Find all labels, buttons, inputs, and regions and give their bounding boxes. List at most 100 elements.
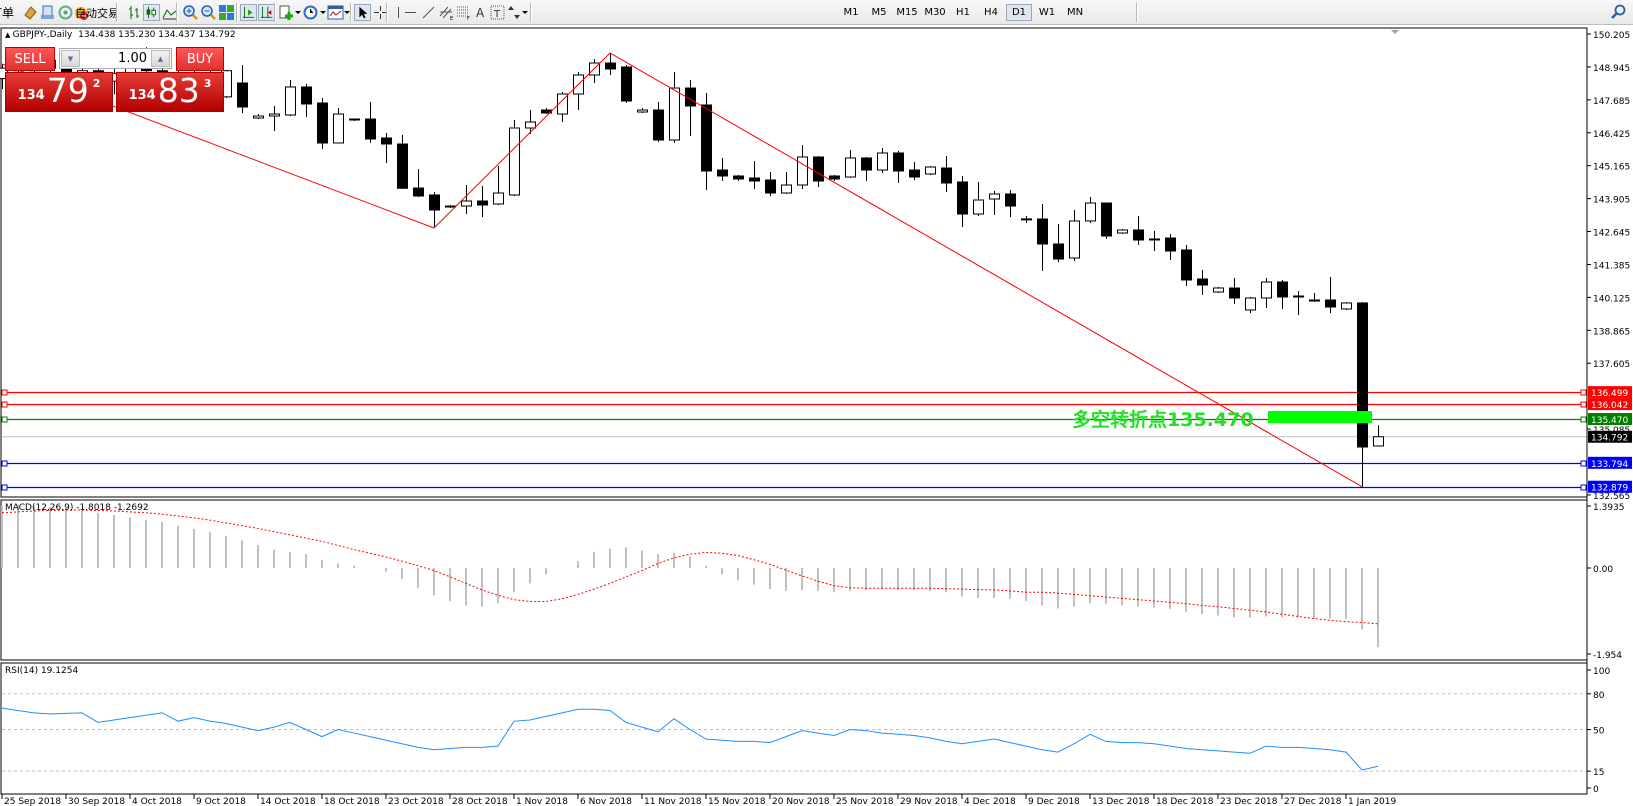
candle bbox=[1245, 296, 1256, 313]
cursor-icon[interactable] bbox=[354, 4, 371, 21]
timeframe-h1[interactable]: H1 bbox=[956, 7, 970, 18]
price-axis-label: 143.905 bbox=[1593, 196, 1630, 206]
chart-shift-marker-icon[interactable] bbox=[1391, 30, 1399, 34]
bear-candle-body bbox=[765, 179, 776, 194]
timeframe-mn[interactable]: MN bbox=[1066, 7, 1084, 18]
price-axis-label: 132.565 bbox=[1593, 492, 1630, 502]
price-axis-label: 147.685 bbox=[1593, 97, 1630, 107]
crosshair-icon[interactable] bbox=[372, 4, 389, 21]
bear-candle-body bbox=[1005, 193, 1016, 207]
candle bbox=[1213, 286, 1224, 294]
autotrade-button[interactable]: 自动交易 bbox=[75, 6, 119, 20]
vertical-line-icon[interactable] bbox=[390, 4, 407, 21]
buy-button[interactable]: BUY bbox=[176, 47, 224, 71]
candle bbox=[1149, 230, 1160, 252]
data-window-icon[interactable] bbox=[39, 4, 56, 21]
bull-candle-body bbox=[1373, 436, 1384, 447]
timeframe-m5[interactable]: M5 bbox=[871, 7, 887, 18]
collapse-arrow-icon[interactable]: ▲ bbox=[5, 31, 13, 39]
level-handle-right bbox=[1580, 460, 1587, 467]
bar-chart-icon[interactable] bbox=[126, 4, 143, 21]
indicators-icon[interactable] bbox=[278, 4, 295, 21]
bull-candle-body bbox=[1117, 229, 1128, 234]
candle bbox=[733, 174, 744, 182]
timeframe-h4[interactable]: H4 bbox=[984, 7, 998, 18]
bull-candle-body bbox=[493, 192, 504, 205]
rsi-axis-label: 15 bbox=[1593, 768, 1604, 778]
date-axis-label: 30 Sep 2018 bbox=[68, 797, 125, 806]
candle bbox=[781, 171, 792, 194]
sell-price-button[interactable]: 134 79 2 bbox=[5, 72, 113, 112]
candle bbox=[1277, 279, 1288, 309]
pivot-annotation: 多空转折点135.470 bbox=[1072, 409, 1254, 431]
candle bbox=[333, 108, 344, 144]
templates-dropdown-icon[interactable] bbox=[344, 11, 350, 14]
timeframe-w1[interactable]: W1 bbox=[1038, 7, 1056, 18]
order-button[interactable]: 订单 bbox=[0, 6, 14, 20]
sell-button[interactable]: SELL bbox=[5, 47, 55, 71]
candle bbox=[1005, 189, 1016, 217]
tile-windows-icon[interactable] bbox=[218, 4, 235, 21]
signals-icon[interactable] bbox=[57, 4, 74, 21]
arrows-dropdown-icon[interactable] bbox=[522, 11, 528, 14]
horizontal-line-icon[interactable] bbox=[402, 4, 419, 21]
candle bbox=[941, 156, 952, 193]
lot-increase-button[interactable]: ▲ bbox=[151, 50, 170, 67]
profiles-icon[interactable] bbox=[22, 4, 39, 21]
text-icon[interactable]: A bbox=[472, 4, 489, 21]
timeframe-m1[interactable]: M1 bbox=[843, 7, 859, 18]
macd-title: MACD(12,26,9) -1.8018 -1.2692 bbox=[5, 503, 149, 513]
autotrade-icon[interactable] bbox=[73, 4, 90, 21]
bear-candle-body bbox=[1357, 302, 1368, 448]
bull-candle-body bbox=[461, 200, 472, 207]
bid-price-label: 134.792 bbox=[1591, 434, 1628, 444]
date-axis-label: 9 Oct 2018 bbox=[196, 797, 246, 806]
candle bbox=[925, 166, 936, 175]
zoom-in-icon[interactable] bbox=[182, 4, 199, 21]
line-chart-icon[interactable] bbox=[161, 4, 178, 21]
timeframe-m30[interactable]: M30 bbox=[924, 7, 946, 18]
level-handle-left bbox=[1, 484, 8, 491]
fibonacci-icon[interactable]: F bbox=[455, 4, 472, 21]
lot-decrease-button[interactable]: ▼ bbox=[61, 50, 80, 67]
candle bbox=[301, 84, 312, 117]
search-icon[interactable] bbox=[1610, 4, 1627, 21]
templates-icon[interactable] bbox=[327, 4, 344, 21]
bull-candle-body bbox=[253, 115, 264, 119]
level-handle-left bbox=[1, 389, 8, 396]
arrows-icon[interactable] bbox=[506, 4, 523, 21]
periods-icon[interactable] bbox=[302, 4, 319, 21]
timeframe-d1[interactable]: D1 bbox=[1006, 4, 1032, 21]
level-handle-left bbox=[1, 416, 8, 423]
trendline-icon[interactable] bbox=[420, 4, 437, 21]
candle bbox=[893, 151, 904, 183]
candle bbox=[1053, 223, 1064, 262]
bull-candle-body bbox=[1069, 220, 1080, 259]
indicators-dropdown-icon[interactable] bbox=[295, 11, 301, 14]
bull-candle-body bbox=[781, 184, 792, 194]
timeframe-m15[interactable]: M15 bbox=[896, 7, 918, 18]
candle bbox=[1117, 229, 1128, 234]
bull-candle-body bbox=[877, 152, 888, 171]
price-axis-label: 138.865 bbox=[1593, 327, 1630, 337]
zoom-out-icon[interactable] bbox=[200, 4, 217, 21]
level-handle-left bbox=[1, 401, 8, 408]
equidistant-channel-icon[interactable]: E bbox=[438, 4, 455, 21]
bull-candle-body bbox=[1085, 202, 1096, 222]
candle bbox=[237, 64, 248, 113]
date-axis-label: 4 Dec 2018 bbox=[964, 797, 1016, 806]
bear-candle-body bbox=[893, 152, 904, 172]
candle bbox=[509, 119, 520, 197]
bear-candle-body bbox=[445, 205, 456, 208]
date-axis-label: 1 Jan 2019 bbox=[1348, 797, 1396, 806]
bear-candle-body bbox=[749, 177, 760, 182]
lot-size-input[interactable]: ▼ 1.00 ▲ bbox=[59, 48, 172, 69]
periods-dropdown-icon[interactable] bbox=[320, 11, 326, 14]
buy-price-button[interactable]: 134 83 3 bbox=[116, 72, 224, 112]
auto-scroll-icon[interactable] bbox=[240, 4, 257, 21]
price-axis-label: 142.645 bbox=[1593, 229, 1630, 239]
text-label-icon[interactable]: T bbox=[489, 4, 506, 21]
candlestick-icon[interactable] bbox=[143, 4, 160, 21]
price-axis-label: 140.125 bbox=[1593, 294, 1630, 304]
